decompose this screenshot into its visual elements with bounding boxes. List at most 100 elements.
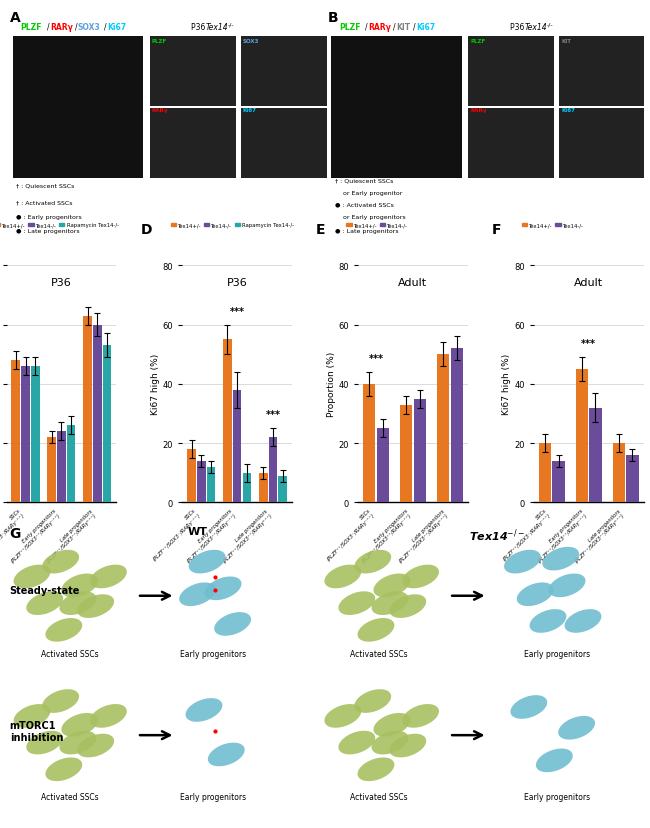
Text: P36: P36 (51, 277, 72, 287)
Text: Tex14$^{-/-}$: Tex14$^{-/-}$ (469, 527, 525, 543)
Text: /: / (47, 22, 49, 31)
Bar (576, 369, 588, 503)
Text: RARγ: RARγ (151, 108, 168, 113)
Bar (437, 354, 449, 503)
Legend: Tex14+/-, Tex14-/-: Tex14+/-, Tex14-/- (520, 221, 586, 230)
Ellipse shape (42, 690, 79, 713)
Bar (278, 476, 287, 503)
Ellipse shape (214, 613, 251, 636)
Text: Steady-state: Steady-state (10, 585, 80, 595)
Bar (83, 316, 92, 503)
Text: PLZF: PLZF (21, 22, 42, 31)
Ellipse shape (179, 583, 216, 606)
Ellipse shape (90, 565, 127, 589)
Text: † : Activated SSCs: † : Activated SSCs (16, 200, 73, 205)
Text: Tex14: Tex14 (206, 22, 229, 31)
Ellipse shape (77, 734, 114, 758)
Ellipse shape (14, 704, 51, 728)
Bar (13, 36, 144, 179)
Text: RARγ: RARγ (50, 22, 73, 31)
Ellipse shape (389, 734, 426, 758)
Text: /: / (75, 22, 77, 31)
Ellipse shape (372, 731, 408, 754)
Bar (57, 431, 66, 503)
Text: Early progenitors: Early progenitors (181, 649, 246, 658)
Ellipse shape (185, 698, 222, 722)
Bar (223, 340, 231, 503)
Text: Early progenitors: Early progenitors (525, 649, 591, 658)
Bar (612, 444, 625, 503)
Ellipse shape (510, 696, 547, 719)
Text: ***: *** (581, 339, 596, 349)
Y-axis label: Ki67 high (%): Ki67 high (%) (151, 354, 160, 415)
Bar (413, 399, 426, 503)
Ellipse shape (402, 704, 439, 728)
Text: PLZF: PLZF (151, 39, 167, 44)
Text: KIT: KIT (396, 22, 410, 31)
Ellipse shape (46, 758, 83, 781)
Ellipse shape (339, 731, 375, 754)
Ellipse shape (324, 565, 361, 589)
Ellipse shape (208, 743, 244, 767)
Bar (21, 367, 30, 503)
Ellipse shape (61, 713, 98, 737)
Ellipse shape (14, 565, 51, 589)
Text: Ki67: Ki67 (416, 22, 436, 31)
Text: F: F (492, 224, 501, 237)
Ellipse shape (339, 591, 375, 615)
Ellipse shape (372, 591, 408, 615)
Text: B: B (328, 11, 339, 25)
Bar (93, 325, 101, 503)
Text: G: G (10, 527, 21, 541)
Bar (332, 36, 462, 179)
Text: SOX3: SOX3 (78, 22, 101, 31)
Text: WT: WT (188, 527, 207, 537)
Ellipse shape (536, 749, 573, 773)
Ellipse shape (358, 758, 395, 781)
Bar (12, 361, 20, 503)
Ellipse shape (374, 713, 410, 737)
Ellipse shape (517, 583, 554, 606)
Y-axis label: Proportion (%): Proportion (%) (326, 352, 335, 417)
Ellipse shape (542, 547, 579, 570)
Bar (207, 467, 215, 503)
Ellipse shape (59, 731, 96, 754)
Text: SOX3: SOX3 (243, 39, 259, 44)
Text: mTORC1
inhibition: mTORC1 inhibition (10, 720, 63, 742)
Text: /: / (413, 22, 415, 31)
Text: Ki67: Ki67 (562, 108, 575, 113)
Text: ***: *** (229, 306, 244, 316)
Bar (627, 455, 638, 503)
Text: Activated SSCs: Activated SSCs (350, 649, 408, 658)
Bar (103, 346, 111, 503)
Text: PLZF: PLZF (339, 22, 361, 31)
Text: Activated SSCs: Activated SSCs (42, 792, 99, 801)
Text: D: D (140, 224, 152, 237)
Bar (560, 109, 645, 179)
Text: Early progenitors: Early progenitors (525, 792, 591, 801)
Ellipse shape (402, 565, 439, 589)
Bar (150, 36, 236, 107)
Ellipse shape (46, 619, 83, 642)
Ellipse shape (530, 609, 566, 633)
Text: ***: *** (369, 354, 383, 363)
Text: or Early progenitors: or Early progenitors (335, 214, 405, 219)
Ellipse shape (324, 704, 361, 728)
Text: ***: *** (265, 410, 281, 420)
Bar (590, 408, 601, 503)
Text: or Early progenitor: or Early progenitor (335, 190, 402, 195)
Text: ● : Late progenitors: ● : Late progenitors (16, 229, 80, 233)
Text: Adult: Adult (574, 277, 603, 287)
Ellipse shape (354, 690, 391, 713)
Text: P36: P36 (191, 22, 208, 31)
Bar (468, 109, 554, 179)
Text: A: A (10, 11, 20, 25)
Text: /: / (104, 22, 107, 31)
Ellipse shape (358, 619, 395, 642)
Text: ● : Early progenitors: ● : Early progenitors (16, 214, 82, 219)
Bar (268, 438, 278, 503)
Bar (539, 444, 551, 503)
Text: E: E (316, 224, 326, 237)
Ellipse shape (26, 731, 63, 754)
Text: RARγ: RARγ (369, 22, 391, 31)
